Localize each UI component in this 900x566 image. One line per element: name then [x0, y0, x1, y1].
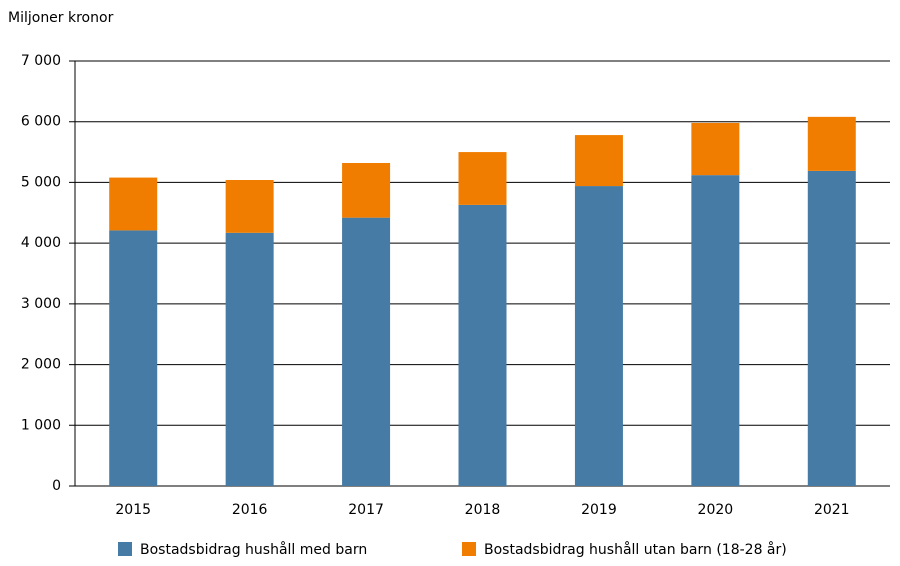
- bar-segment: [342, 163, 391, 218]
- bar-segment: [807, 116, 856, 171]
- bar-segment: [458, 204, 507, 486]
- bar-segment: [691, 175, 740, 486]
- y-tick-label: 0: [52, 478, 61, 494]
- bar-segment: [109, 177, 158, 231]
- x-tick-label: 2019: [581, 502, 617, 518]
- y-tick-label: 1 000: [21, 417, 61, 433]
- bar-segment: [225, 232, 274, 486]
- bar-segment: [225, 180, 274, 233]
- legend-label: Bostadsbidrag hushåll utan barn (18-28 å…: [484, 541, 787, 558]
- y-axis-label: Miljoner kronor: [8, 10, 114, 26]
- x-tick-label: 2016: [232, 502, 268, 518]
- x-tick-label: 2021: [814, 502, 850, 518]
- legend-swatch: [462, 542, 476, 556]
- x-tick-label: 2017: [348, 502, 384, 518]
- y-tick-label: 6 000: [21, 114, 61, 130]
- y-tick-label: 3 000: [21, 296, 61, 312]
- bar-segment: [691, 122, 740, 176]
- x-tick-label: 2015: [115, 502, 151, 518]
- x-tick-label: 2018: [465, 502, 501, 518]
- bar-segment: [574, 186, 623, 487]
- y-tick-label: 5 000: [21, 174, 61, 190]
- y-tick-label: 7 000: [21, 53, 61, 69]
- legend-label: Bostadsbidrag hushåll med barn: [140, 541, 367, 558]
- x-tick-label: 2020: [698, 502, 734, 518]
- bar-segment: [574, 135, 623, 187]
- legend-swatch: [118, 542, 132, 556]
- bar-segment: [342, 217, 391, 486]
- bar-segment: [807, 170, 856, 486]
- bar-segment: [458, 152, 507, 205]
- y-tick-label: 4 000: [21, 235, 61, 251]
- y-tick-label: 2 000: [21, 357, 61, 373]
- bar-segment: [109, 230, 158, 486]
